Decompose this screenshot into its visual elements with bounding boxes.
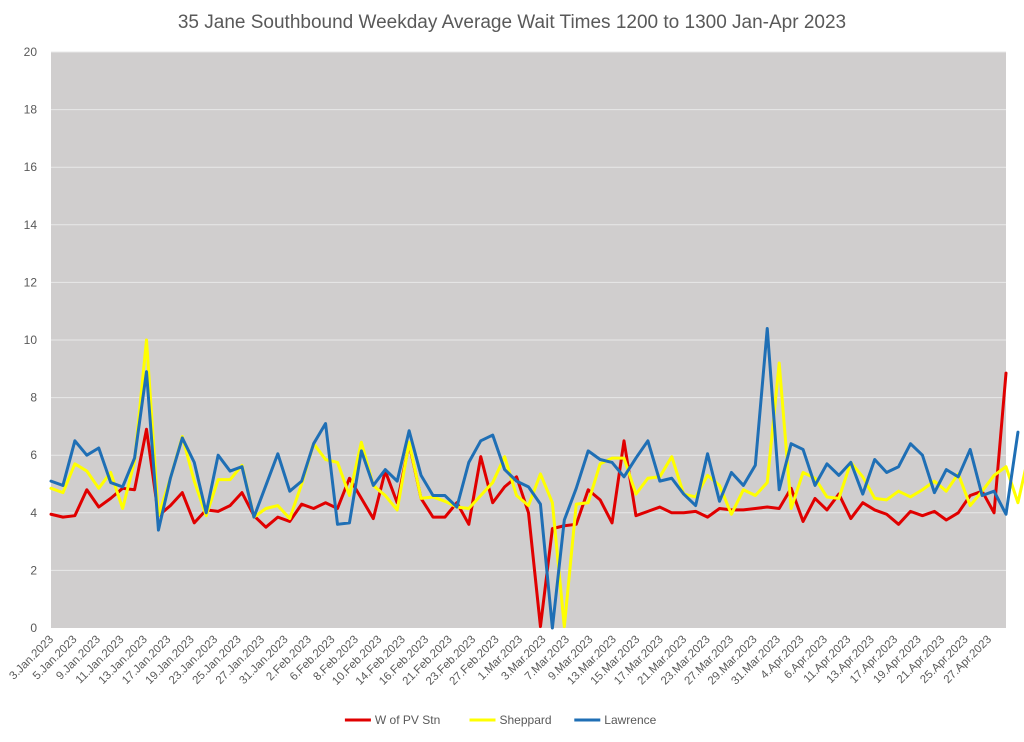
chart-title: 35 Jane Southbound Weekday Average Wait …	[178, 12, 846, 33]
series-line-lawrence	[49, 326, 1020, 630]
legend-label: Lawrence	[604, 713, 656, 727]
y-tick-label: 16	[24, 160, 38, 174]
legend-label: Sheppard	[500, 713, 552, 727]
y-tick-label: 4	[30, 506, 37, 520]
y-tick-label: 20	[24, 45, 38, 59]
y-tick-label: 14	[24, 218, 38, 232]
y-tick-label: 8	[30, 391, 37, 405]
series-lines	[49, 326, 1024, 630]
y-tick-label: 10	[24, 333, 38, 347]
y-axis: 0 2 4 6 8 10 12 14 16 18 20	[24, 45, 38, 635]
legend-label: W of PV Stn	[375, 713, 440, 727]
legend: W of PV Stn Sheppard Lawrence	[344, 713, 657, 727]
x-axis: 3.Jan.20235.Jan.20239.Jan.202311.Jan.202…	[7, 634, 994, 688]
series-line-w-of-pv-stn	[49, 371, 1008, 629]
y-tick-label: 12	[24, 275, 38, 289]
y-tick-label: 2	[30, 563, 37, 577]
y-tick-label: 0	[30, 621, 37, 635]
y-tick-label: 6	[30, 448, 37, 462]
y-tick-label: 18	[24, 103, 38, 117]
